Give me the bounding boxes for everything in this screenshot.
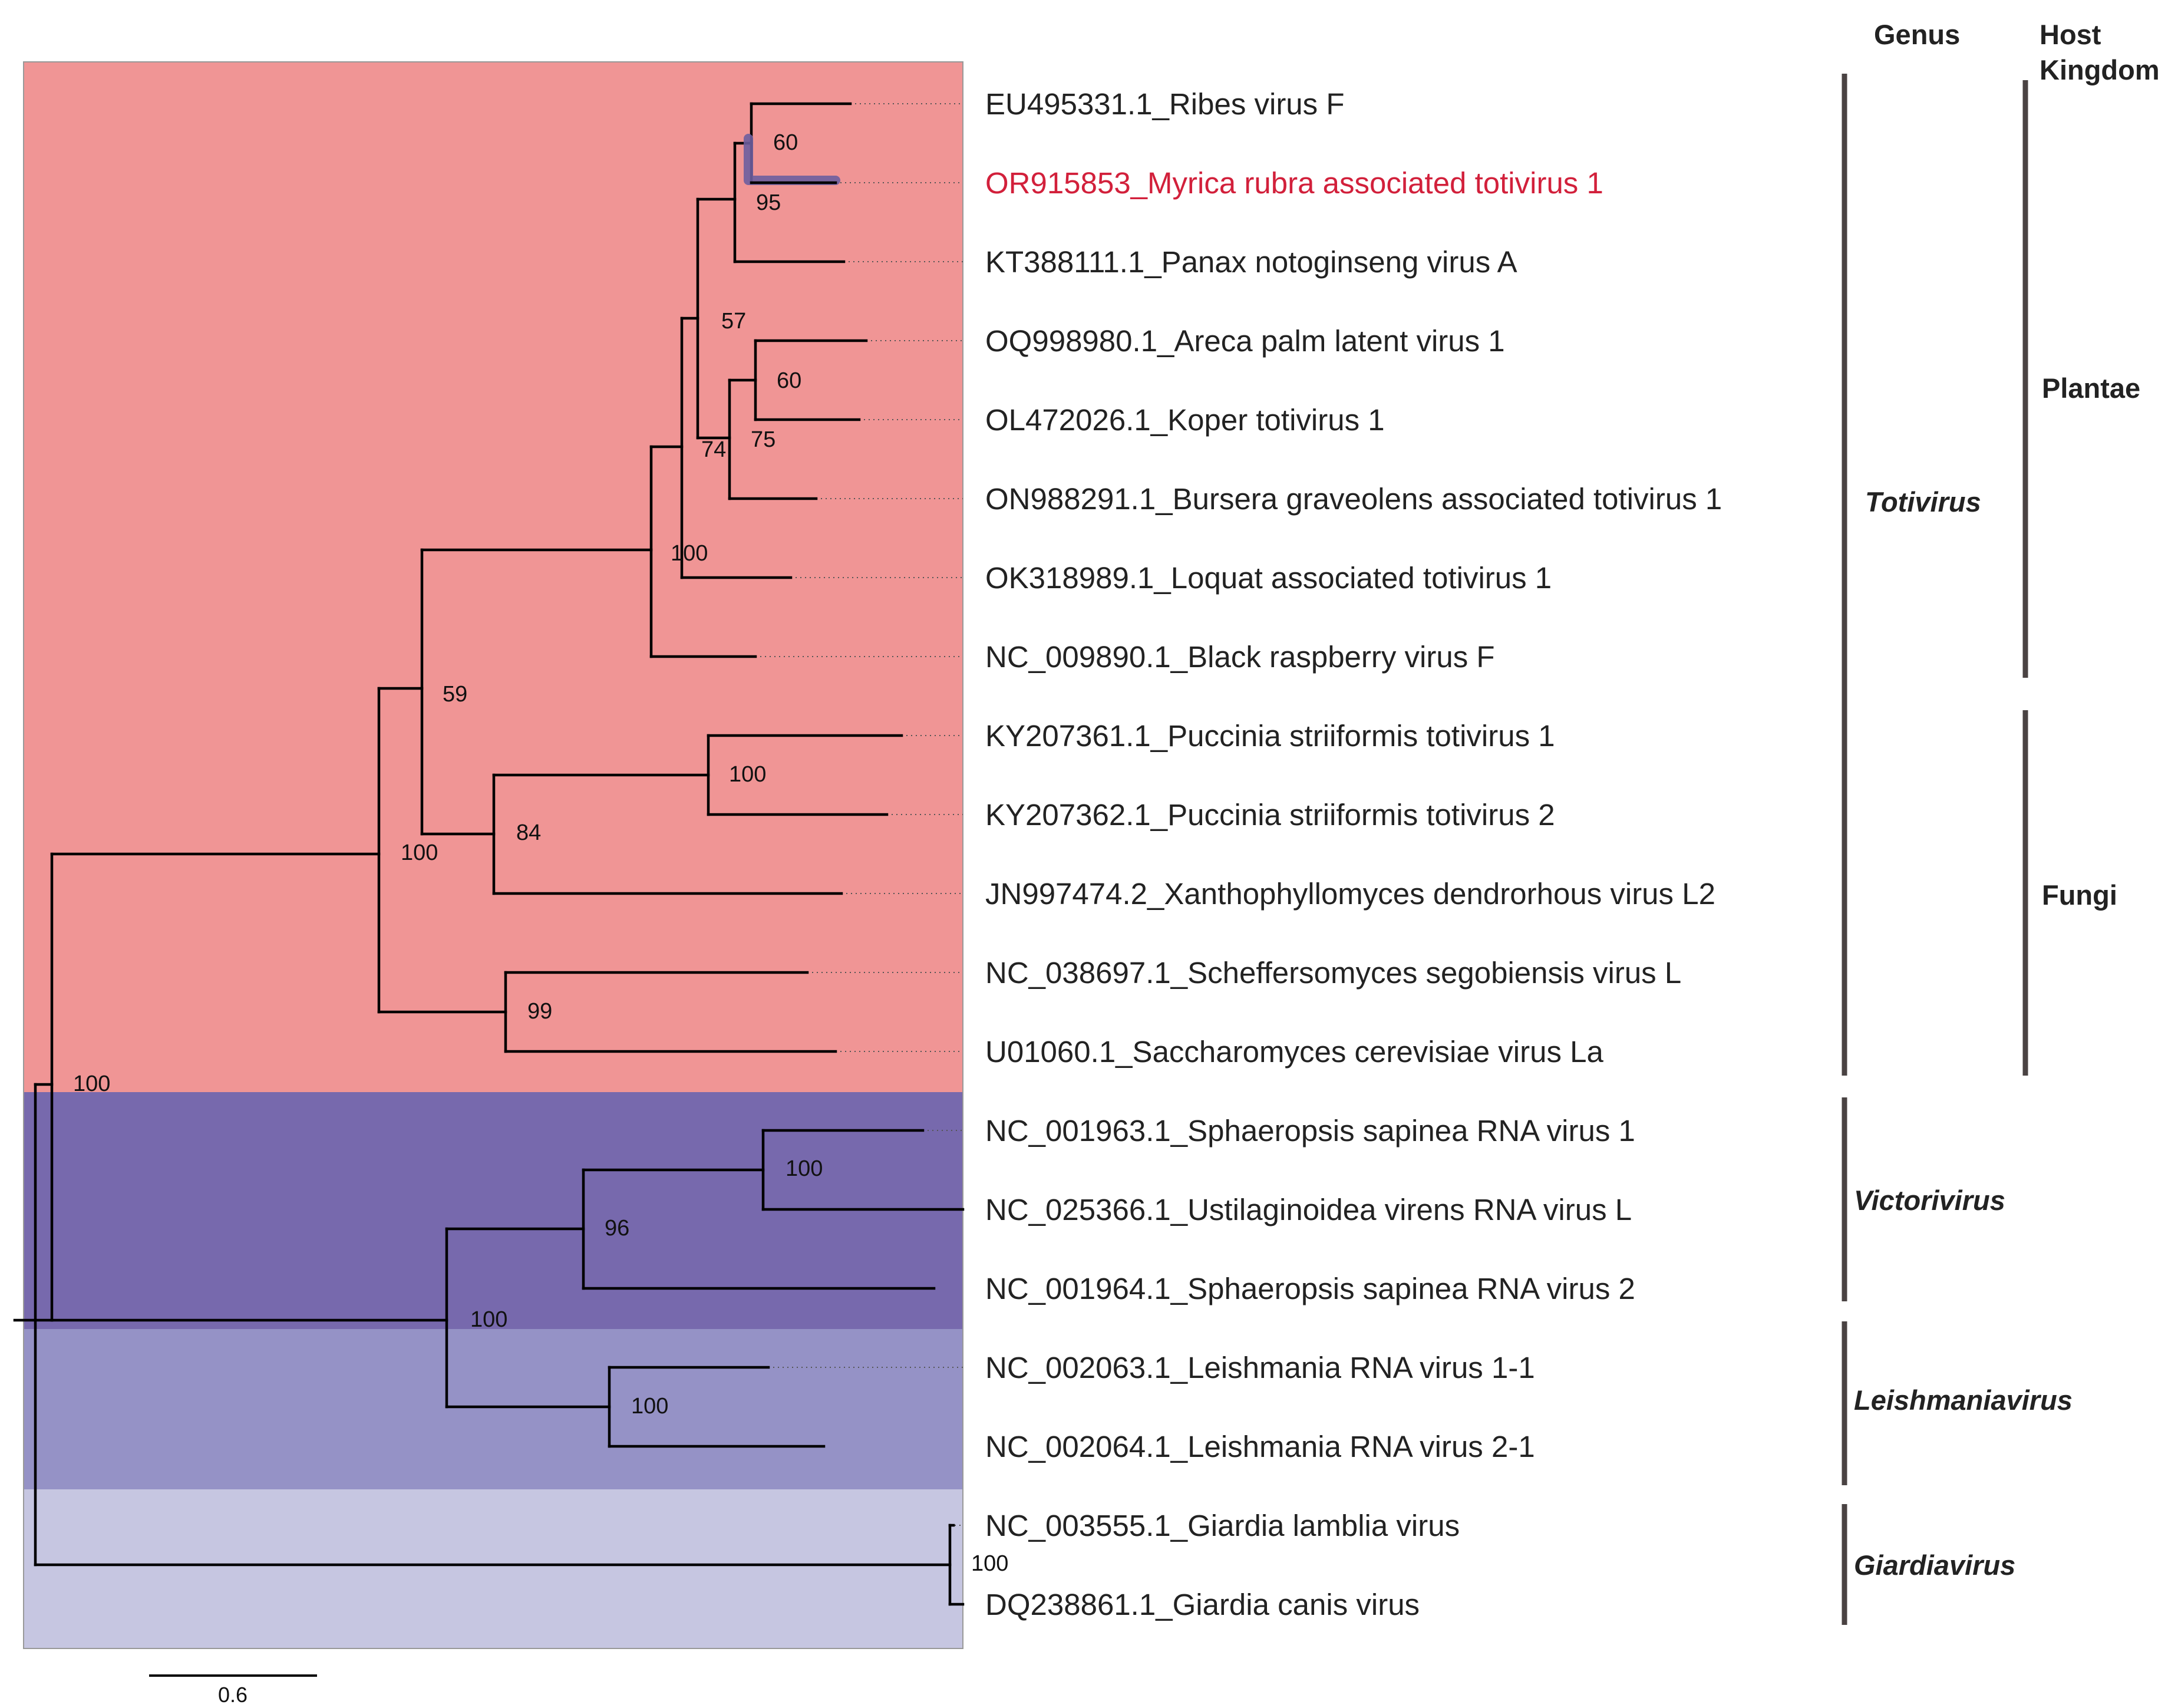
bootstrap-value: 74 (701, 437, 726, 462)
tree-panel-border (23, 61, 963, 1649)
tip-label: KY207362.1_Puccinia striiformis totiviru… (985, 798, 1555, 832)
tip-label: OL472026.1_Koper totivirus 1 (985, 403, 1385, 437)
bootstrap-value: 100 (671, 541, 708, 566)
bootstrap-value: 100 (73, 1071, 110, 1096)
bootstrap-value: 100 (786, 1156, 823, 1181)
bootstrap-value: 95 (756, 190, 781, 215)
tip-label: OK318989.1_Loquat associated totivirus 1 (985, 561, 1552, 595)
tip-leaders (755, 103, 963, 1526)
genus-label-leishmaniavirus: Leishmaniavirus (1854, 1384, 2073, 1416)
bootstrap-value: 75 (751, 427, 776, 452)
kingdom-label-fungi: Fungi (2042, 879, 2117, 911)
tip-label: NC_038697.1_Scheffersomyces segobiensis … (985, 956, 1681, 990)
genus-annotations: Totivirus Victorivirus Leishmaniavirus G… (1842, 74, 2073, 1625)
tip-labels: EU495331.1_Ribes virus F OR915853_Myrica… (985, 87, 1722, 1621)
bootstrap-value: 99 (527, 999, 552, 1024)
bootstrap-value: 84 (516, 820, 541, 845)
giardiavirus-clade-bg (24, 1489, 963, 1648)
host-kingdom-header-line2: Kingdom (2040, 54, 2160, 85)
tip-label: NC_003555.1_Giardia lamblia virus (985, 1509, 1460, 1542)
kingdom-annotations: Plantae Fungi (2022, 80, 2140, 1076)
tip-label: OQ998980.1_Areca palm latent virus 1 (985, 324, 1505, 358)
bootstrap-value: 96 (605, 1216, 629, 1241)
genus-header: Genus (1874, 19, 1960, 50)
totivirus-clade-bg (24, 62, 963, 1092)
bootstrap-value: 60 (777, 368, 801, 393)
tip-label: NC_009890.1_Black raspberry virus F (985, 640, 1495, 674)
host-kingdom-header-line1: Host (2040, 19, 2101, 50)
kingdom-label-plantae: Plantae (2042, 372, 2140, 404)
tip-label: NC_001963.1_Sphaeropsis sapinea RNA viru… (985, 1114, 1635, 1148)
bootstrap-value: 60 (773, 130, 798, 155)
tip-label: DQ238861.1_Giardia canis virus (985, 1588, 1420, 1621)
genus-label-giardiavirus: Giardiavirus (1854, 1549, 2015, 1581)
tip-label: NC_002064.1_Leishmania RNA virus 2-1 (985, 1430, 1535, 1463)
tip-label: JN997474.2_Xanthophyllomyces dendrorhous… (985, 877, 1715, 911)
column-headers: Genus Host Kingdom (1874, 19, 2160, 85)
tip-label-highlighted: OR915853_Myrica rubra associated totivir… (985, 166, 1603, 200)
tip-label: KT388111.1_Panax notoginseng virus A (985, 245, 1517, 279)
genus-label-totivirus: Totivirus (1865, 486, 1981, 517)
bootstrap-value: 100 (470, 1307, 507, 1332)
genus-label-victorivirus: Victorivirus (1854, 1185, 2005, 1216)
tip-label: NC_025366.1_Ustilaginoidea virens RNA vi… (985, 1193, 1632, 1226)
bootstrap-value: 100 (401, 840, 438, 865)
bootstrap-values: 60 95 57 60 75 74 100 59 100 84 100 99 1… (73, 130, 1008, 1576)
tip-label: ON988291.1_Bursera graveolens associated… (985, 482, 1722, 516)
bootstrap-value: 100 (729, 762, 766, 787)
tip-label: U01060.1_Saccharomyces cerevisiae virus … (985, 1035, 1603, 1069)
tip-label: NC_001964.1_Sphaeropsis sapinea RNA viru… (985, 1272, 1635, 1305)
scale-bar-label: 0.6 (218, 1683, 248, 1707)
highlighted-branch (744, 134, 840, 185)
tip-label: EU495331.1_Ribes virus F (985, 87, 1345, 121)
bootstrap-value: 100 (971, 1551, 1008, 1576)
bootstrap-value: 57 (721, 309, 746, 334)
scale-bar: 0.6 (149, 1674, 317, 1707)
bootstrap-value: 100 (631, 1394, 668, 1419)
tip-label: KY207361.1_Puccinia striiformis totiviru… (985, 719, 1555, 753)
tip-label: NC_002063.1_Leishmania RNA virus 1-1 (985, 1351, 1535, 1384)
leishmaniavirus-clade-bg (24, 1329, 963, 1489)
bootstrap-value: 59 (443, 682, 467, 707)
tree-branches (13, 102, 965, 1606)
